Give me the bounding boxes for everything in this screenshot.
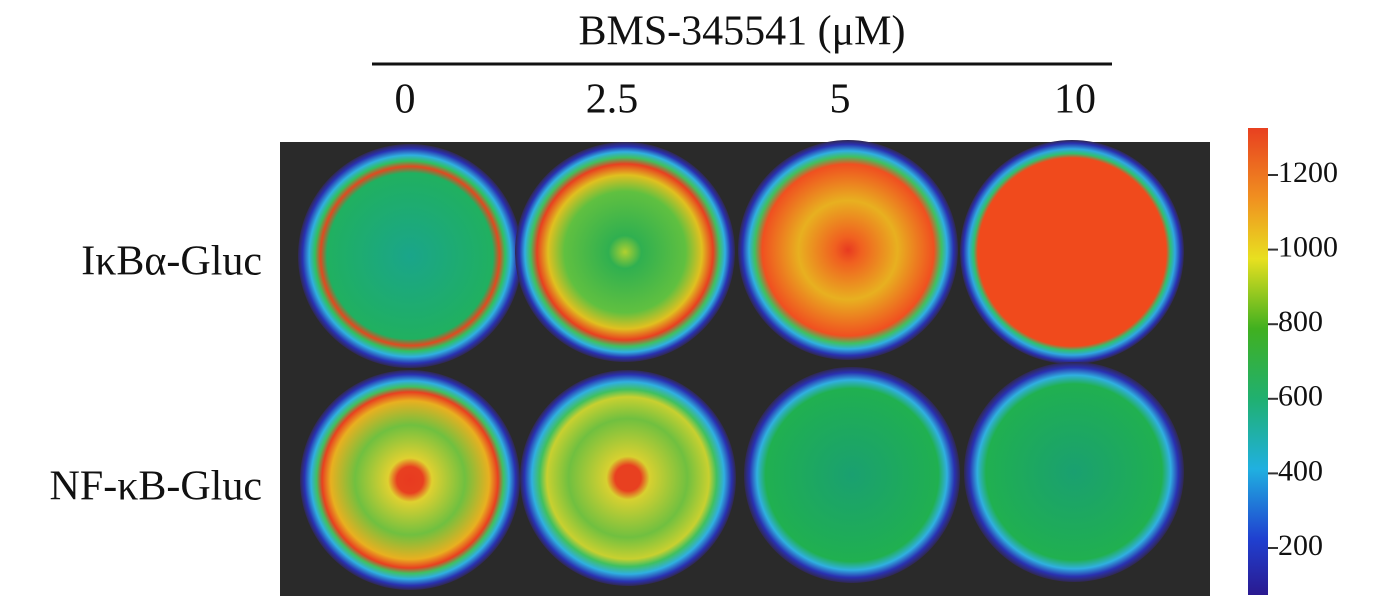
tick-label: 1000 <box>1278 230 1338 263</box>
well <box>300 370 520 590</box>
tick-label: 200 <box>1278 529 1323 562</box>
title: BMS-345541 (μM) <box>578 9 905 55</box>
well <box>520 370 736 586</box>
tick-label: 800 <box>1278 305 1323 338</box>
well <box>738 140 958 360</box>
concentration-label: 2.5 <box>586 77 639 123</box>
concentration-label: 5 <box>830 77 851 123</box>
concentration-label: 0 <box>395 77 416 123</box>
tick-label: 600 <box>1278 380 1323 413</box>
well <box>515 142 735 362</box>
row-label: NF-κB-Gluc <box>50 464 262 510</box>
concentration-label: 10 <box>1054 77 1096 123</box>
row-label: IκBα-Gluc <box>81 239 262 285</box>
figure: BMS-345541 (μM) 0 2.5 5 10 IκBα-Gluc NF-κB-Gl… <box>0 0 1373 599</box>
colorbar <box>1248 128 1268 595</box>
well <box>298 144 522 368</box>
well <box>964 362 1184 582</box>
tick-label: 400 <box>1278 454 1323 487</box>
tick-label: 1200 <box>1278 156 1338 189</box>
well <box>960 140 1184 364</box>
well <box>744 367 960 583</box>
